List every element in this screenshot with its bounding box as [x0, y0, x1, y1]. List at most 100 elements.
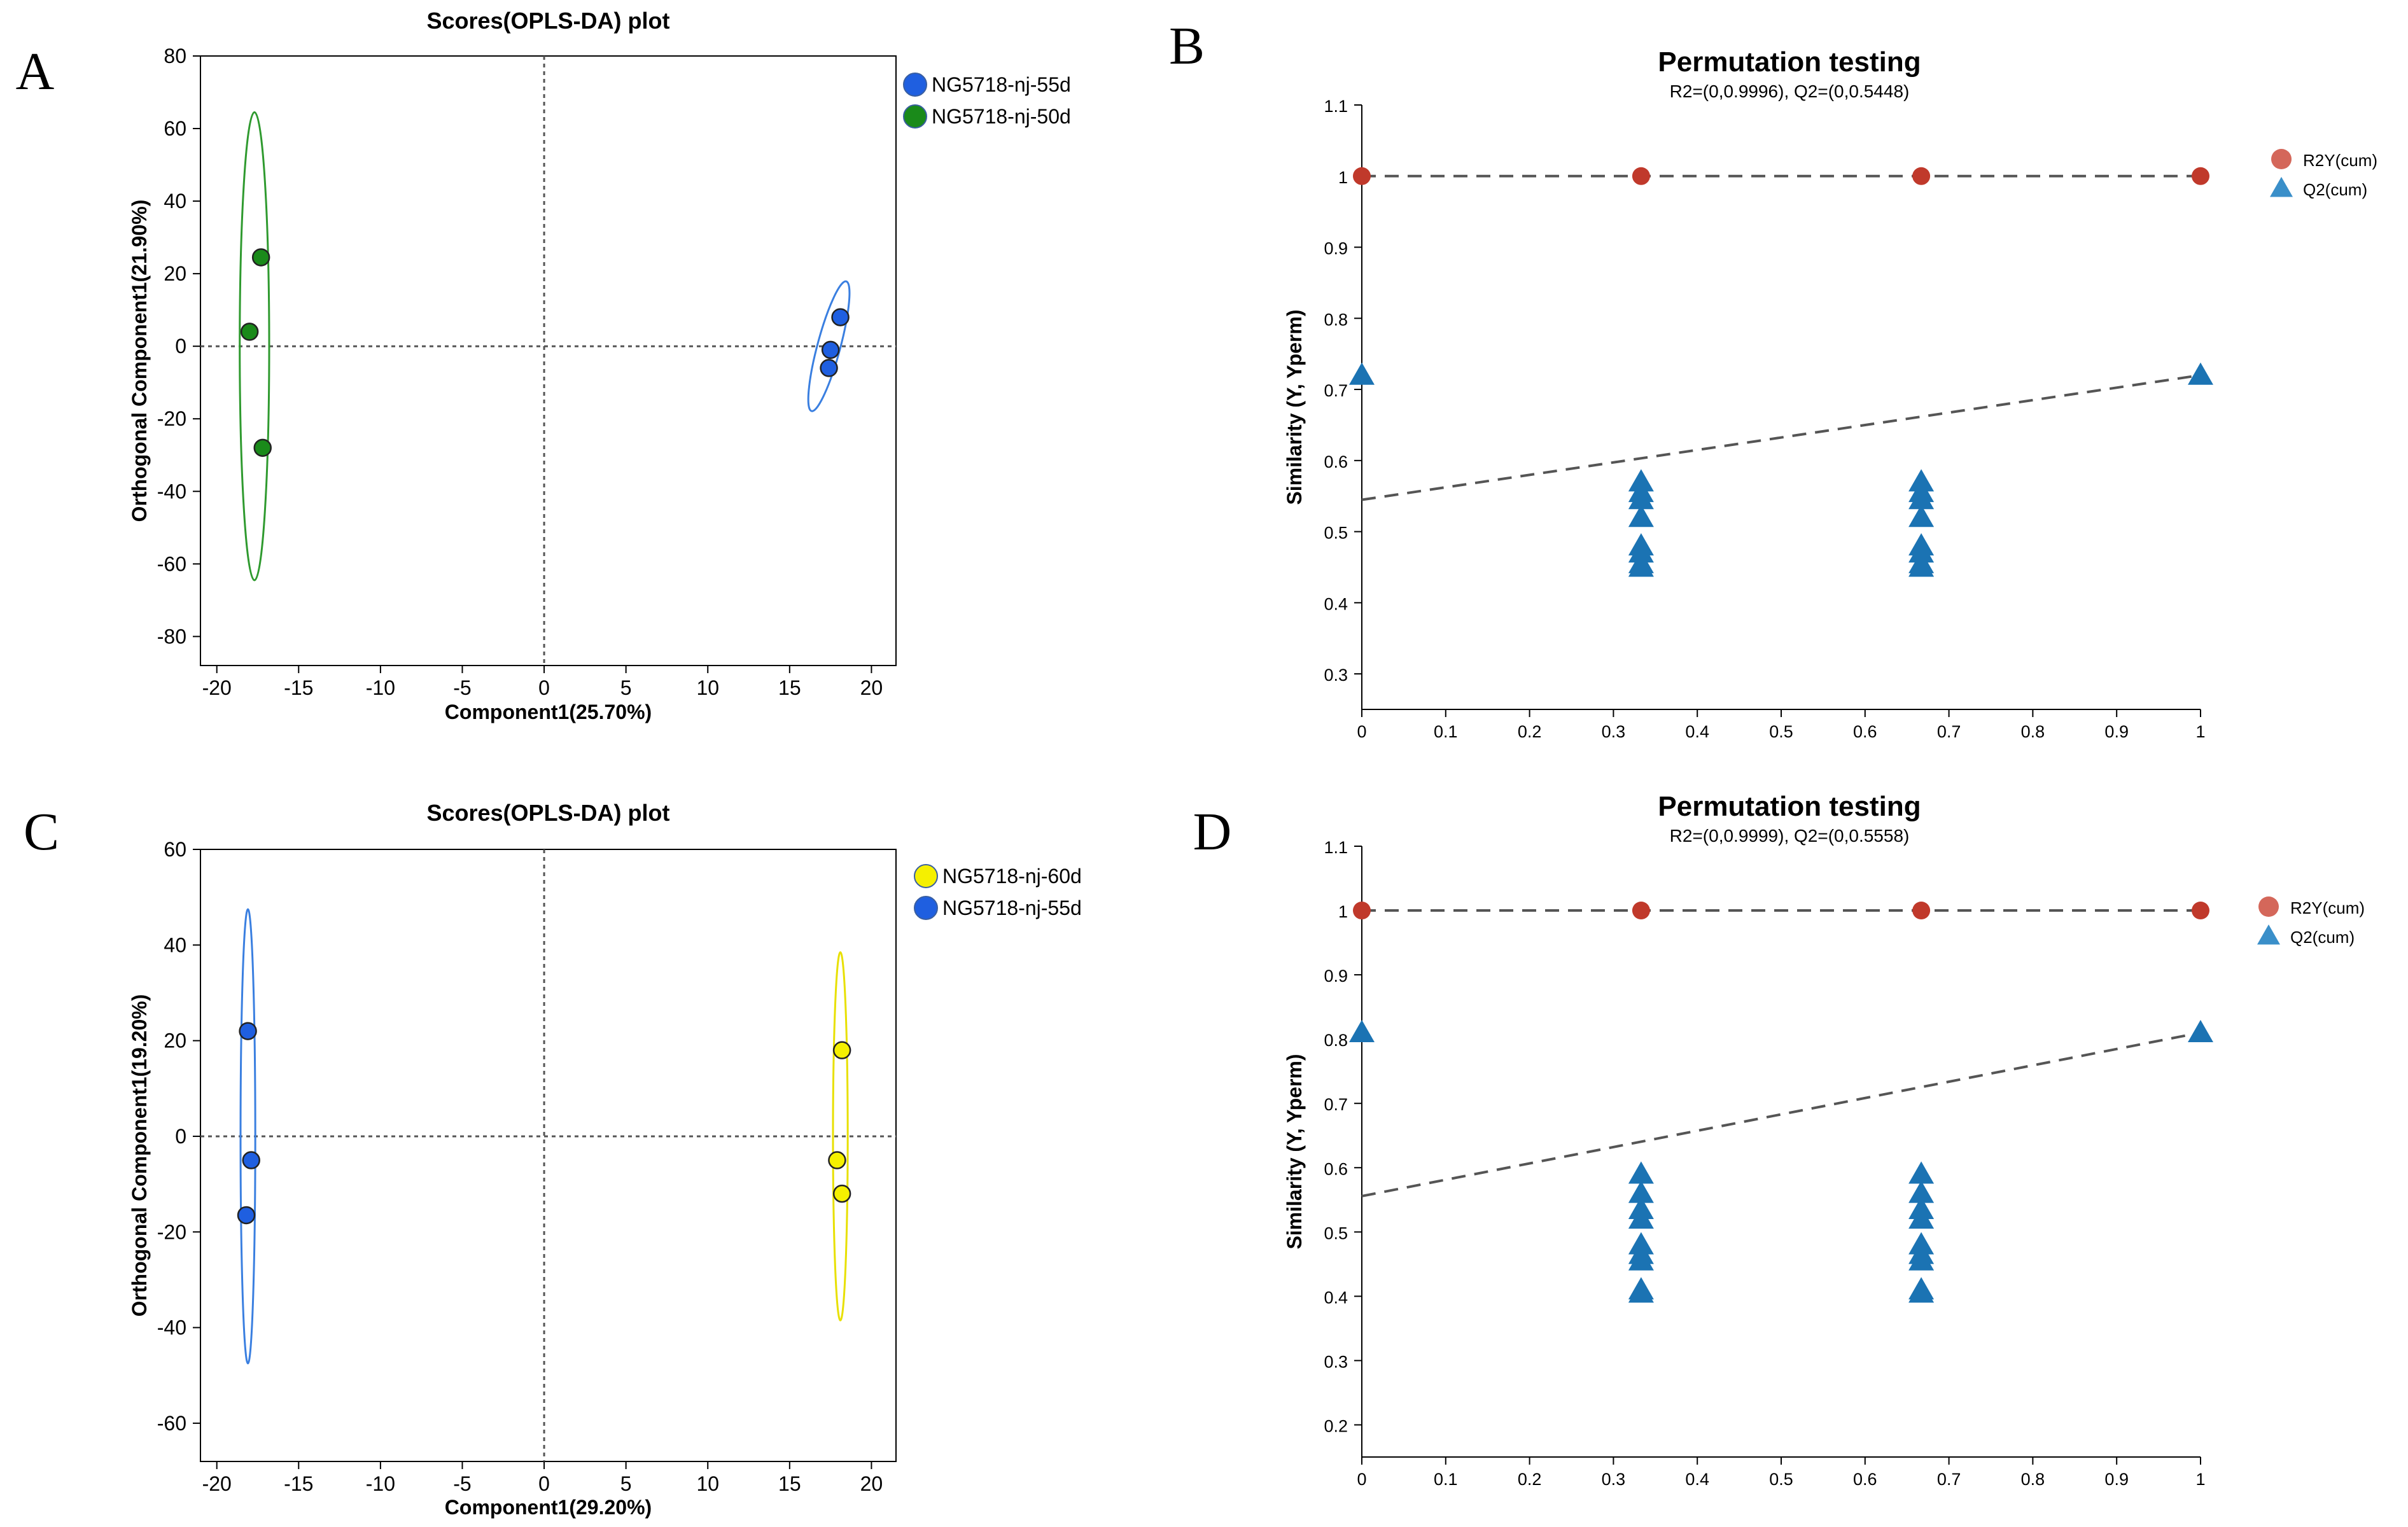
panel-d-y-tick-label: 0.5	[1324, 1224, 1348, 1243]
panel-d-legend-label: Q2(cum)	[2290, 928, 2355, 947]
panel-d-x-tick-label: 0.6	[1853, 1470, 1877, 1489]
panel-b-r2y-point	[1912, 167, 1931, 185]
panel-b-q2-point	[1628, 554, 1654, 577]
panel-b-x-tick-label: 0.1	[1434, 722, 1458, 741]
panel-d-r2y-point	[1353, 902, 1371, 920]
panel-c-x-tick-label: 0	[538, 1472, 550, 1495]
panel-d-q2-point	[1908, 1206, 1935, 1229]
panel-c: C Scores(OPLS-DA) plot Component1(29.20%) O…	[24, 800, 1082, 1519]
panel-d-legend-swatch	[2258, 896, 2279, 917]
panel-b-x-tick-label: 0.5	[1769, 722, 1793, 741]
panel-b-q2-point	[1908, 487, 1935, 510]
panel-c-data-point	[242, 1151, 260, 1169]
panel-c-data-point	[828, 1151, 846, 1169]
panel-d-r2y-point	[2192, 902, 2209, 920]
panel-d-x-tick-label: 0.5	[1769, 1470, 1793, 1489]
panel-c-data-point	[237, 1206, 256, 1225]
panel-b-x-tick-label: 0.8	[2021, 722, 2045, 741]
panel-d-q2-point	[1908, 1161, 1935, 1184]
panel-a-x-tick-label: 15	[778, 676, 801, 699]
panel-b-x-tick-label: 0.3	[1602, 722, 1626, 741]
panel-b-y-tick-label: 0.9	[1324, 239, 1348, 258]
panel-a-y-axis-label: Orthogonal Component1(21.90%)	[128, 200, 151, 522]
panel-b-legend-label: R2Y(cum)	[2303, 151, 2377, 170]
panel-d-x-tick-label: 0.9	[2104, 1470, 2129, 1489]
panel-d-y-tick-label: 1	[1338, 902, 1348, 921]
panel-b-y-tick-label: 1	[1338, 168, 1348, 187]
panel-c-legend-label: NG5718-nj-55d	[942, 896, 1082, 919]
panel-d-y-tick-label: 0.7	[1324, 1095, 1348, 1114]
panel-c-y-tick-label: -40	[157, 1316, 186, 1339]
panel-a-legend-swatch	[903, 104, 927, 129]
panel-a-y-tick-label: 60	[164, 117, 186, 140]
panel-d-q2-point	[1628, 1206, 1654, 1229]
panel-c-legend-swatch	[914, 896, 938, 920]
panel-a: A Scores(OPLS-DA) plot Component1(25.70%) O…	[16, 8, 1071, 723]
panel-d-x-tick-label: 1	[2195, 1470, 2205, 1489]
panel-c-legend-swatch	[914, 864, 938, 888]
panel-b-r2y-point	[2192, 167, 2209, 185]
panel-a-x-tick-label: 5	[620, 676, 632, 699]
panel-c-data-point	[832, 1184, 851, 1203]
panel-a-y-tick-label: -80	[157, 625, 186, 648]
panel-d-x-tick-label: 0	[1357, 1470, 1366, 1489]
panel-a-legend-swatch	[903, 73, 927, 97]
panel-a-x-tick-label: -5	[453, 676, 471, 699]
panel-a-confidence-ellipse	[807, 280, 851, 412]
panel-d-title: Permutation testing	[1658, 791, 1921, 822]
panel-a-x-tick-label: 20	[860, 676, 883, 699]
panel-b-letter: B	[1169, 17, 1205, 76]
panel-b-q2-point	[1908, 554, 1935, 577]
panel-d-q2-point	[1628, 1280, 1654, 1303]
panel-b-x-tick-label: 0.9	[2104, 722, 2129, 741]
panel-b: B Permutation testing R2=(0,0.9996), Q2=(0…	[1169, 17, 2377, 741]
panel-a-title: Scores(OPLS-DA) plot	[426, 8, 669, 34]
panel-b-y-tick-label: 0.6	[1324, 452, 1348, 471]
panel-a-data-point	[240, 323, 259, 341]
panel-d-x-tick-label: 0.1	[1434, 1470, 1458, 1489]
panel-c-y-tick-label: 20	[164, 1029, 186, 1052]
panel-b-x-tick-label: 0.4	[1685, 722, 1709, 741]
panel-d: D Permutation testing R2=(0,0.9999), Q2=(0…	[1193, 791, 2365, 1489]
panel-c-x-tick-label: -15	[284, 1472, 313, 1495]
panel-a-y-tick-label: -40	[157, 480, 186, 503]
panel-d-q2-point	[1628, 1248, 1654, 1271]
panel-a-y-tick-label: -60	[157, 552, 186, 575]
panel-a-x-axis-label: Component1(25.70%)	[445, 701, 652, 723]
panel-d-q2-point	[1908, 1248, 1935, 1271]
panel-c-x-tick-label: 5	[620, 1472, 632, 1495]
panel-c-title: Scores(OPLS-DA) plot	[426, 800, 669, 826]
panel-a-plot-frame	[200, 55, 897, 666]
panel-c-x-tick-label: 10	[696, 1472, 719, 1495]
panel-c-y-tick-label: 60	[164, 838, 186, 861]
panel-b-y-tick-label: 0.7	[1324, 381, 1348, 400]
panel-c-y-tick-label: 40	[164, 933, 186, 956]
panel-a-data-point	[831, 308, 850, 326]
panel-b-x-tick-label: 0	[1357, 722, 1366, 741]
panel-a-x-tick-label: -10	[366, 676, 395, 699]
panel-b-y-tick-label: 1.1	[1324, 97, 1348, 116]
panel-d-x-tick-label: 0.2	[1518, 1470, 1542, 1489]
panel-c-y-tick-label: -20	[157, 1220, 186, 1243]
panel-d-y-tick-label: 0.8	[1324, 1031, 1348, 1050]
panel-d-q2-point	[1628, 1161, 1654, 1184]
panel-d-y-tick-label: 0.3	[1324, 1352, 1348, 1371]
panel-b-subtitle: R2=(0,0.9996), Q2=(0,0.5448)	[1670, 81, 1910, 101]
panel-d-legend-swatch	[2257, 924, 2280, 945]
panel-c-confidence-ellipse	[832, 951, 849, 1321]
panel-c-x-tick-label: -20	[202, 1472, 232, 1495]
panel-c-letter: C	[24, 802, 59, 861]
panel-b-x-tick-label: 0.7	[1937, 722, 1961, 741]
panel-b-q2-point	[1908, 505, 1935, 527]
panel-d-r2y-point	[1912, 902, 1931, 920]
panel-d-regression-line	[1361, 1031, 2201, 1197]
panel-a-legend-label: NG5718-nj-50d	[932, 105, 1071, 128]
panel-d-y-tick-label: 0.6	[1324, 1159, 1348, 1178]
panel-a-x-tick-label: -15	[284, 676, 313, 699]
panel-a-data-point	[821, 340, 840, 359]
panel-b-legend-swatch	[2271, 149, 2292, 169]
panel-b-legend-swatch	[2270, 177, 2293, 197]
panel-d-y-axis-label: Similarity (Y, Yperm)	[1283, 1054, 1306, 1249]
panel-c-y-tick-label: -60	[157, 1412, 186, 1435]
